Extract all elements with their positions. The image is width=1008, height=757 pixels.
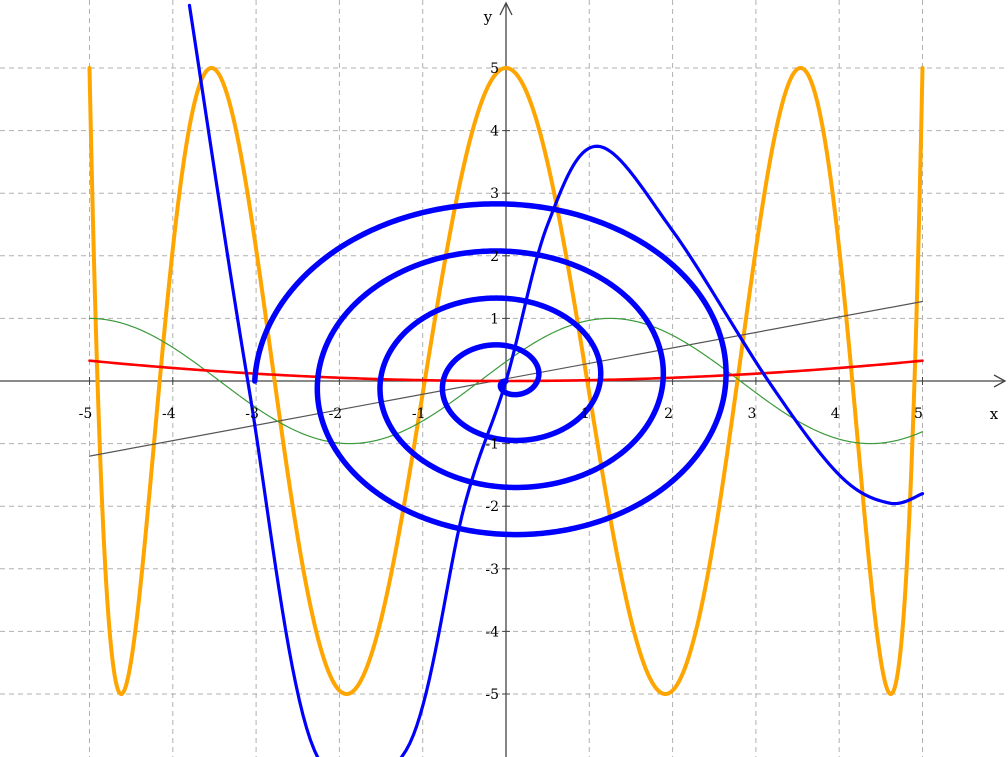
y-tick-label: 4	[490, 124, 499, 140]
blue-curve	[187, 3, 925, 757]
series-group	[87, 3, 925, 757]
y-tick-label: -1	[485, 437, 499, 453]
x-tick-label: 2	[664, 406, 673, 422]
y-tick-label: -4	[485, 624, 499, 640]
x-tick-label: -1	[412, 406, 426, 422]
tick-labels: -5 -4 -3 -2 -1 1 2 3 4 5 -5 -4 -3 -2 -1 1 2 3 4 5 x y	[79, 8, 999, 703]
lissajous-curve	[87, 66, 925, 696]
x-tick-label: 1	[581, 406, 590, 422]
x-tick-label: 4	[831, 406, 840, 422]
x-tick-label: -4	[162, 406, 176, 422]
y-tick-label: 2	[490, 249, 499, 265]
y-axis-label: y	[483, 8, 493, 26]
x-axis-arrow	[993, 374, 1007, 388]
y-tick-label: -5	[485, 687, 499, 703]
y-tick-label: 5	[490, 61, 499, 77]
x-tick-label: -3	[245, 406, 259, 422]
y-axis-arrow	[499, 1, 513, 16]
x-tick-label: 3	[747, 406, 756, 422]
y-tick-label: -2	[485, 499, 499, 515]
x-tick-label: -2	[329, 406, 343, 422]
green-wave	[88, 317, 924, 445]
x-axis-label: x	[990, 405, 999, 423]
y-tick-label: -3	[485, 562, 499, 578]
blue-spiral	[252, 201, 729, 538]
x-tick-label: -5	[79, 406, 93, 422]
y-tick-label: 3	[490, 186, 499, 202]
y-tick-label: 1	[490, 311, 499, 327]
x-tick-label: 5	[914, 406, 923, 422]
